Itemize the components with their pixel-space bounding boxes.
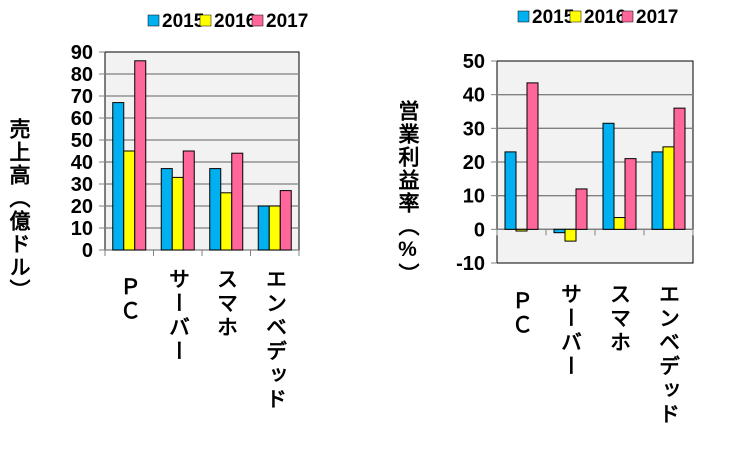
left-bar-2017 [231, 152, 244, 251]
left-legend-swatch-2015 [147, 14, 160, 27]
left-legend-label-2016: 2016 [214, 11, 256, 32]
left-bar-2016 [220, 192, 233, 251]
left-bar-2016 [123, 150, 136, 251]
left-bar-2015 [209, 168, 222, 251]
left-legend-label-2017: 2017 [266, 11, 308, 32]
right-y-tick-label: 30 [463, 118, 485, 140]
left-category-label: サーバー [166, 268, 190, 364]
right-y-tick-label: 40 [463, 85, 485, 107]
left-bar-2015 [112, 102, 125, 251]
right-y-axis-label: 営業利益率（%） [396, 100, 419, 286]
left-y-tick-label: 10 [71, 218, 93, 240]
left-y-tick-label: 40 [71, 152, 93, 174]
right-bar-2015 [651, 151, 664, 230]
right-y-tick-label: 20 [463, 152, 485, 174]
right-bar-2016 [662, 146, 675, 230]
right-bar-2016 [564, 228, 577, 242]
right-category-label: スマホ [607, 283, 631, 355]
left-bar-2015 [160, 168, 173, 251]
left-y-tick-label: 20 [71, 196, 93, 218]
right-category-label: ＰＣ [509, 290, 533, 338]
right-bar-2015 [504, 151, 517, 230]
left-y-tick-label: 0 [82, 240, 93, 262]
left-bar-2017 [182, 150, 195, 251]
left-y-tick-label: 50 [71, 130, 93, 152]
left-category-label: スマホ [214, 268, 238, 340]
right-legend-swatch-2017 [621, 10, 634, 23]
left-y-tick-label: 60 [71, 108, 93, 130]
left-y-tick-label: 30 [71, 174, 93, 196]
left-category-label: ＰＣ [117, 276, 141, 324]
left-bar-2016 [268, 205, 281, 251]
left-legend-swatch-2017 [251, 14, 264, 27]
left-bar-2017 [134, 60, 147, 251]
left-bar-2015 [257, 205, 270, 251]
right-bar-2017 [624, 158, 637, 230]
right-legend-label-2016: 2016 [584, 7, 626, 28]
right-bar-2017 [575, 188, 588, 230]
right-category-label: サーバー [558, 283, 582, 379]
right-y-tick-label: -10 [456, 253, 485, 275]
left-legend-swatch-2016 [199, 14, 212, 27]
left-category-label: エンベデッド [263, 268, 287, 412]
left-y-tick-label: 70 [71, 86, 93, 108]
right-bar-2015 [553, 228, 566, 234]
right-legend-label-2015: 2015 [532, 7, 575, 28]
left-y-tick-label: 90 [71, 42, 93, 64]
right-legend-swatch-2016 [569, 10, 582, 23]
right-bar-2015 [602, 122, 615, 230]
right-bar-2017 [673, 107, 686, 230]
right-category-label: エンベデッド [656, 283, 680, 427]
left-bar-2016 [171, 176, 184, 251]
left-y-axis-label: 売上高（億ドル） [7, 118, 30, 302]
right-bar-2016 [515, 228, 528, 232]
right-y-tick-label: 50 [463, 51, 485, 73]
left-bar-2017 [279, 190, 292, 251]
right-bar-2017 [526, 82, 539, 230]
right-legend-label-2017: 2017 [636, 7, 678, 28]
right-legend-swatch-2015 [517, 10, 530, 23]
left-y-tick-label: 80 [71, 64, 93, 86]
left-legend-label-2015: 2015 [162, 11, 205, 32]
right-bar-2016 [613, 217, 626, 230]
right-y-tick-label: 10 [463, 186, 485, 208]
right-y-tick-label: 0 [474, 219, 485, 241]
